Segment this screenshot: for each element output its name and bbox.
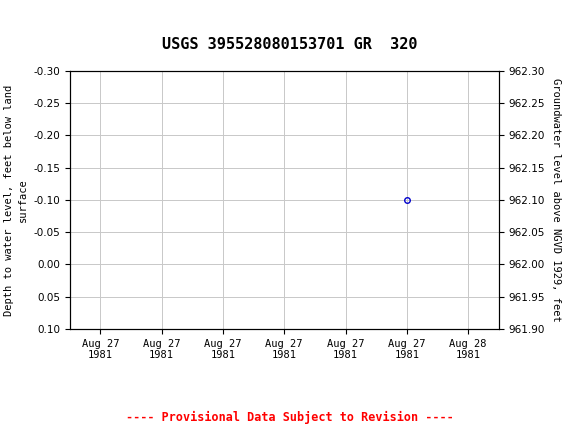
Y-axis label: Depth to water level, feet below land
surface: Depth to water level, feet below land su…: [4, 84, 27, 316]
Y-axis label: Groundwater level above NGVD 1929, feet: Groundwater level above NGVD 1929, feet: [550, 78, 561, 322]
Text: USGS 395528080153701 GR  320: USGS 395528080153701 GR 320: [162, 37, 418, 52]
Text: ≡USGS: ≡USGS: [3, 7, 57, 25]
Text: ---- Provisional Data Subject to Revision ----: ---- Provisional Data Subject to Revisio…: [126, 411, 454, 424]
